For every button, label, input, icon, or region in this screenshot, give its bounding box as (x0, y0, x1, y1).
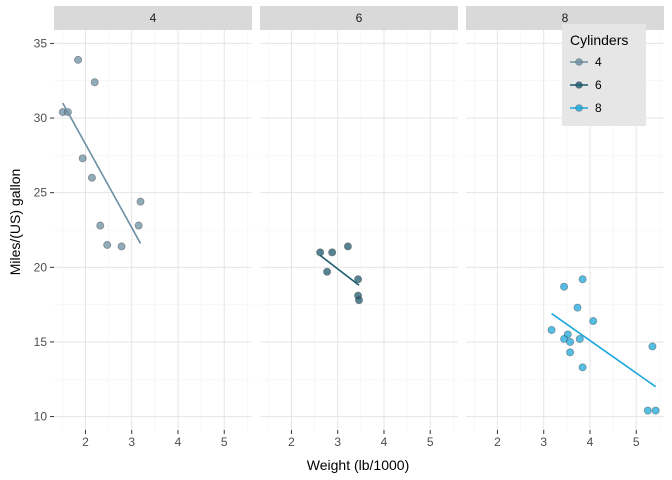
x-tick-label: 2 (288, 435, 295, 449)
data-point (323, 267, 332, 276)
x-tick-label: 4 (175, 435, 182, 449)
x-tick-label: 4 (587, 435, 594, 449)
x-tick-label: 5 (427, 435, 434, 449)
data-point (103, 240, 112, 249)
data-point (136, 197, 145, 206)
legend-key-point (575, 104, 583, 112)
data-point (134, 221, 143, 230)
facet-strip-label: 8 (562, 11, 569, 25)
legend-label: 8 (595, 101, 602, 115)
facet-strip-label: 4 (150, 11, 157, 25)
data-point (74, 55, 83, 64)
data-point (78, 154, 87, 163)
data-point (560, 334, 569, 343)
y-axis: 10 15 20 25 30 35 (34, 36, 54, 424)
data-point (578, 363, 587, 372)
data-point (566, 348, 575, 357)
data-point (90, 78, 99, 87)
x-tick-label: 2 (494, 435, 501, 449)
y-tick-label: 20 (34, 260, 48, 274)
data-point (589, 317, 598, 326)
x-tick-label: 2 (82, 435, 89, 449)
data-point (566, 337, 575, 346)
data-point (573, 303, 582, 312)
y-tick-label: 35 (34, 36, 48, 50)
data-point (354, 275, 363, 284)
data-point (354, 296, 363, 305)
legend-label: 6 (595, 78, 602, 92)
x-axis-title: Weight (lb/1000) (307, 457, 409, 473)
panel-cyl-4: 4 (54, 6, 252, 430)
facet-strip (260, 6, 458, 30)
x-axis: 2 3 4 5 2 3 4 5 2 3 4 5 (82, 430, 640, 449)
facet-strip-label: 6 (356, 11, 363, 25)
data-point (560, 282, 569, 291)
data-point (643, 406, 652, 415)
data-point (96, 221, 105, 230)
trend-line (319, 254, 360, 286)
legend-key-point (575, 58, 583, 66)
y-axis-title: Miles/(US) gallon (7, 169, 23, 276)
legend: Cylinders 4 6 8 (562, 24, 646, 126)
facet-strip (54, 6, 252, 30)
x-tick-label: 3 (128, 435, 135, 449)
data-point (575, 334, 584, 343)
data-point (343, 242, 352, 251)
legend-title: Cylinders (570, 32, 628, 48)
data-point (651, 406, 660, 415)
x-tick-label: 5 (221, 435, 228, 449)
panel-cyl-6: 6 (260, 6, 458, 430)
data-point (316, 248, 325, 257)
legend-label: 4 (595, 55, 602, 69)
data-point (117, 242, 126, 251)
data-point (328, 248, 337, 257)
trend-line (62, 102, 142, 244)
y-tick-label: 25 (34, 186, 48, 200)
legend-key-point (575, 81, 583, 89)
y-tick-label: 15 (34, 335, 48, 349)
y-tick-label: 30 (34, 111, 48, 125)
data-point (578, 275, 587, 284)
x-tick-label: 3 (540, 435, 547, 449)
trend-line (551, 312, 657, 388)
x-tick-label: 3 (334, 435, 341, 449)
y-tick-label: 10 (34, 410, 48, 424)
x-tick-label: 5 (633, 435, 640, 449)
x-tick-label: 4 (381, 435, 388, 449)
data-point (547, 325, 556, 334)
data-point (87, 173, 96, 182)
data-point (648, 342, 657, 351)
